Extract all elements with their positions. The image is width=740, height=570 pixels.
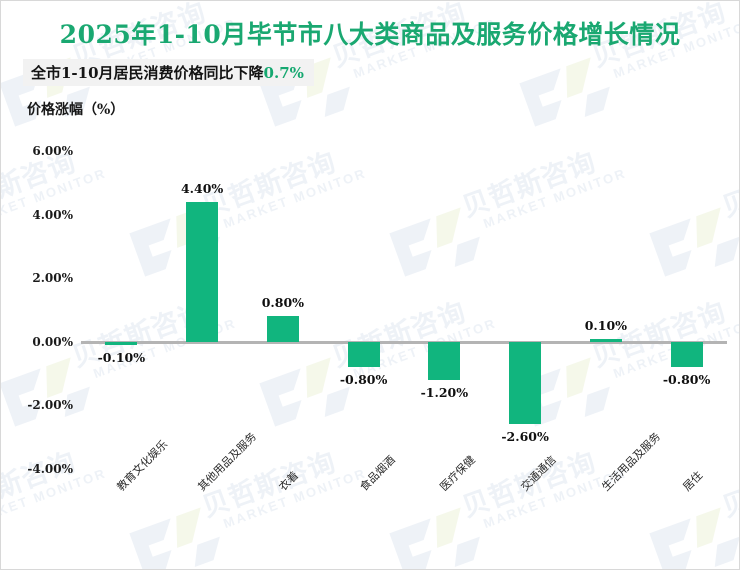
bar[interactable] xyxy=(428,341,461,380)
chart-subtitle-band: 全市1-10月居民消费价格同比下降 0.7% xyxy=(23,59,314,86)
bar-value-label: -1.20% xyxy=(420,384,469,400)
bar-value-label: 0.10% xyxy=(584,317,628,333)
x-axis-category-label: 教育文化娱乐 xyxy=(114,437,171,494)
bar[interactable] xyxy=(670,341,703,368)
y-axis-tick-label: 4.00% xyxy=(32,207,73,222)
bar-value-label: 4.40% xyxy=(180,180,224,196)
y-axis-tick-label: 0.00% xyxy=(32,334,73,349)
bar-value-label: -0.80% xyxy=(662,372,711,388)
bar[interactable] xyxy=(266,316,299,342)
y-axis-tick-label: 6.00% xyxy=(32,144,73,158)
y-axis-tick-label: 2.00% xyxy=(32,271,73,286)
x-axis-category-label: 交通通信 xyxy=(518,453,559,494)
x-axis-category-label: 食品烟酒 xyxy=(357,453,398,494)
chart-subtitle-accent-value: 0.7% xyxy=(263,63,304,82)
bar-value-label: -2.60% xyxy=(501,429,549,445)
zero-baseline xyxy=(81,340,727,344)
bar[interactable] xyxy=(105,341,138,345)
bar-value-label: -0.80% xyxy=(339,372,388,388)
bar[interactable] xyxy=(347,341,380,368)
bar[interactable] xyxy=(186,201,219,342)
y-axis-title: 价格涨幅（%） xyxy=(27,102,125,118)
y-axis-tick-label: -4.00% xyxy=(27,462,73,476)
bar[interactable] xyxy=(509,341,542,425)
x-axis-category-label: 其他用品及服务 xyxy=(195,429,260,494)
x-axis-category-label: 医疗保健 xyxy=(437,453,479,494)
y-axis-tick-label: -2.00% xyxy=(27,398,73,413)
bar-value-label: 0.80% xyxy=(261,295,305,311)
chart-title: 2025年1-10月毕节市八大类商品及服务价格增长情况 xyxy=(59,20,681,49)
chart-subtitle-text: 全市1-10月居民消费价格同比下降 xyxy=(31,64,264,82)
bar[interactable] xyxy=(589,338,622,342)
x-axis-category-label: 生活用品及服务 xyxy=(599,429,663,494)
x-axis-category-label: 衣着 xyxy=(276,468,302,494)
bar-value-label: -0.10% xyxy=(97,349,146,365)
x-axis-category-label: 居住 xyxy=(680,468,705,494)
